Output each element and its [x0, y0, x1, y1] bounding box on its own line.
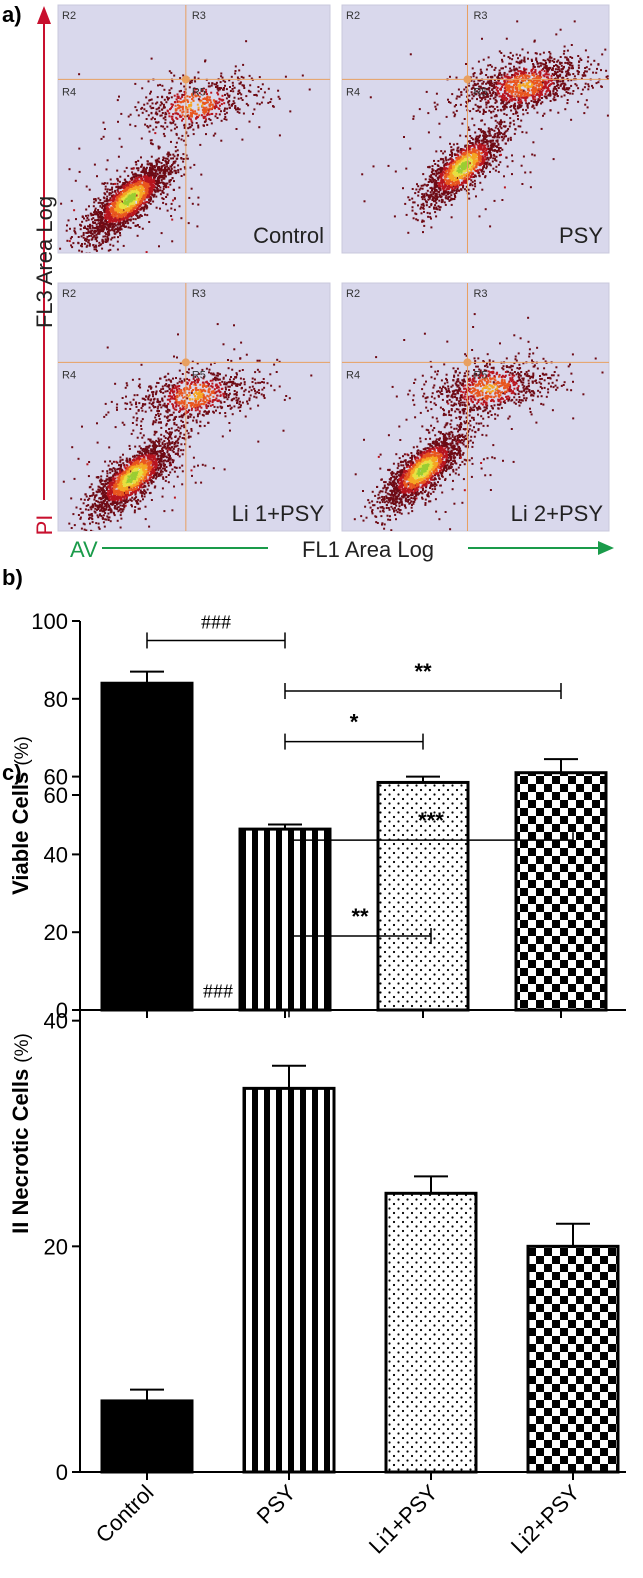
region-label-r3: R3 [192, 288, 206, 300]
y-tick-label: 0 [56, 998, 68, 1023]
flow-plot-condition: Li 2+PSY [511, 501, 604, 526]
flow-plot-events [59, 40, 311, 253]
y-tick-label: 20 [44, 1234, 68, 1259]
y-tick-label: 60 [44, 765, 68, 790]
region-label-r4: R4 [346, 86, 360, 98]
x-tick-label: Control [91, 1480, 159, 1548]
flow-plot: R2 R3 R4 R5 Li 2+PSY [341, 282, 610, 532]
x-axis-arrowhead [598, 541, 614, 555]
gate-handle [181, 358, 190, 367]
significance-label: ** [414, 659, 432, 684]
x-axis-prefix: AV [70, 537, 98, 562]
flow-plot: R2 R3 R4 R5 PSY [341, 4, 610, 254]
x-tick-label: Li2+PSY [506, 1480, 585, 1559]
region-label-r5: R5 [473, 86, 487, 98]
y-tick-label: 80 [44, 687, 68, 712]
y-axis-title-unit: (%) [12, 736, 33, 766]
y-axis-title-text: Viable Cells [8, 766, 33, 895]
bar-control [100, 1399, 194, 1474]
region-label-r4: R4 [62, 86, 76, 98]
region-label-r3: R3 [473, 288, 487, 300]
flow-plot-condition: PSY [559, 223, 603, 248]
region-label-r4: R4 [346, 369, 360, 381]
y-axis-title: Viable Cells (%) [8, 736, 33, 895]
y-tick-label: 100 [31, 609, 68, 634]
region-label-r3: R3 [192, 10, 206, 22]
y-axis-title-unit: (%) [12, 1033, 33, 1063]
flow-plot: R2 R3 R4 R5 Control [57, 4, 331, 254]
flow-plots: R2 R3 R4 R5 Control R2 R3 R4 R5 PSY R2 R3 R4 R5 Li 1+P… [57, 4, 610, 532]
bar-li2-psy [526, 1244, 620, 1474]
y-axis-arrowhead [37, 6, 51, 24]
region-label-r2: R2 [62, 10, 76, 22]
y-tick-label: 20 [44, 920, 68, 945]
panel-label-c: c) [2, 760, 22, 785]
y-axis-title-text: II Necrotic Cells [8, 1063, 33, 1234]
region-label-r4: R4 [62, 369, 76, 381]
bar-li1-psy [376, 780, 470, 1012]
y-tick-label: 60 [44, 783, 68, 808]
y-axis-title: FL3 Area Log [32, 196, 57, 328]
gate-handle [181, 75, 190, 84]
panel-label-a: a) [2, 2, 22, 27]
significance-label: ### [203, 980, 233, 1002]
flow-plot-background [341, 4, 610, 254]
y-axis-title: II Necrotic Cells (%) [8, 1033, 33, 1234]
bar-psy [242, 1086, 336, 1474]
x-tick-label: Li1+PSY [364, 1480, 443, 1559]
flow-plot: R2 R3 R4 R5 Li 1+PSY [57, 282, 331, 532]
flow-plot-condition: Control [253, 223, 324, 248]
bar-psy [238, 827, 332, 1012]
y-tick-label: 40 [44, 842, 68, 867]
significance-label: *** [418, 808, 444, 833]
region-label-r5: R5 [473, 369, 487, 381]
flow-cytometry-panel: R2 R3 R4 R5 Control R2 R3 R4 R5 PSY R2 R3 R4 R5 Li 1+P… [32, 4, 614, 562]
gate-handle [463, 358, 472, 367]
panel-label-b: b) [2, 565, 23, 590]
bar-li1-psy [384, 1191, 478, 1474]
region-label-r3: R3 [473, 10, 487, 22]
flow-plot-events [353, 313, 604, 531]
region-label-r2: R2 [346, 288, 360, 300]
region-label-r2: R2 [346, 10, 360, 22]
x-tick-label: PSY [252, 1480, 301, 1529]
flow-plot-events [62, 323, 313, 531]
region-label-r5: R5 [192, 369, 206, 381]
y-tick-label: 0 [56, 1460, 68, 1485]
flow-plot-events [361, 20, 609, 234]
significance-label: ** [351, 904, 369, 929]
significance-label: * [350, 710, 359, 735]
gate-handle [463, 75, 472, 84]
region-label-r2: R2 [62, 288, 76, 300]
y-axis-prefix: PI [32, 515, 57, 536]
flow-plot-condition: Li 1+PSY [232, 501, 325, 526]
bar-control [100, 681, 194, 1012]
bar-li2-psy [514, 771, 608, 1012]
y-tick-label: 40 [44, 1009, 68, 1034]
x-axis-title: FL1 Area Log [302, 537, 434, 562]
region-label-r5: R5 [192, 86, 206, 98]
x-axis-label-gap [268, 536, 468, 562]
significance-label: ### [201, 611, 231, 633]
